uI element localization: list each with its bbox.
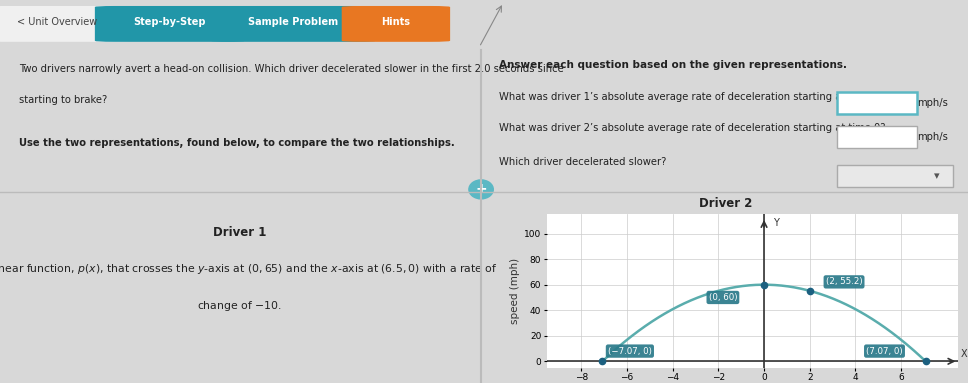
Text: A linear function, $p(x)$, that crosses the $y$-axis at $(0, 65)$ and the $x$-ax: A linear function, $p(x)$, that crosses … <box>0 262 498 277</box>
Text: What was driver 1’s absolute average rate of deceleration starting at time 0?: What was driver 1’s absolute average rat… <box>499 92 885 102</box>
FancyBboxPatch shape <box>837 126 918 147</box>
Text: Use the two representations, found below, to compare the two relationships.: Use the two representations, found below… <box>19 137 455 148</box>
Text: (−7.07, 0): (−7.07, 0) <box>608 347 651 355</box>
FancyBboxPatch shape <box>837 165 953 187</box>
Text: starting to brake?: starting to brake? <box>19 95 107 105</box>
Text: Driver 2: Driver 2 <box>699 197 753 210</box>
Text: Y: Y <box>773 218 779 228</box>
Text: Step-by-Step: Step-by-Step <box>134 17 206 28</box>
Text: +: + <box>475 182 487 196</box>
Text: Sample Problem: Sample Problem <box>248 17 339 28</box>
Text: Which driver decelerated slower?: Which driver decelerated slower? <box>499 157 666 167</box>
Text: (0, 60): (0, 60) <box>709 293 738 302</box>
Text: change of $-10$.: change of $-10$. <box>197 299 282 313</box>
Text: (2, 55.2): (2, 55.2) <box>826 277 862 286</box>
FancyBboxPatch shape <box>837 92 918 113</box>
Text: mph/s: mph/s <box>918 98 948 108</box>
Text: mph/s: mph/s <box>918 132 948 142</box>
Text: Hints: Hints <box>381 17 410 28</box>
FancyBboxPatch shape <box>0 6 129 42</box>
FancyBboxPatch shape <box>342 6 450 42</box>
Text: What was driver 2’s absolute average rate of deceleration starting at time 0?: What was driver 2’s absolute average rat… <box>499 123 885 134</box>
Y-axis label: speed (mph): speed (mph) <box>510 258 520 324</box>
FancyBboxPatch shape <box>211 6 376 42</box>
Text: X: X <box>960 349 967 359</box>
Text: ▾: ▾ <box>934 171 939 181</box>
Text: Answer each question based on the given representations.: Answer each question based on the given … <box>499 60 847 70</box>
Circle shape <box>469 180 494 199</box>
Text: Two drivers narrowly avert a head-on collision. Which driver decelerated slower : Two drivers narrowly avert a head-on col… <box>19 64 564 74</box>
Text: < Unit Overview: < Unit Overview <box>17 17 97 28</box>
Text: Driver 1: Driver 1 <box>213 226 266 239</box>
FancyBboxPatch shape <box>95 6 245 42</box>
Text: (7.07, 0): (7.07, 0) <box>866 347 903 355</box>
